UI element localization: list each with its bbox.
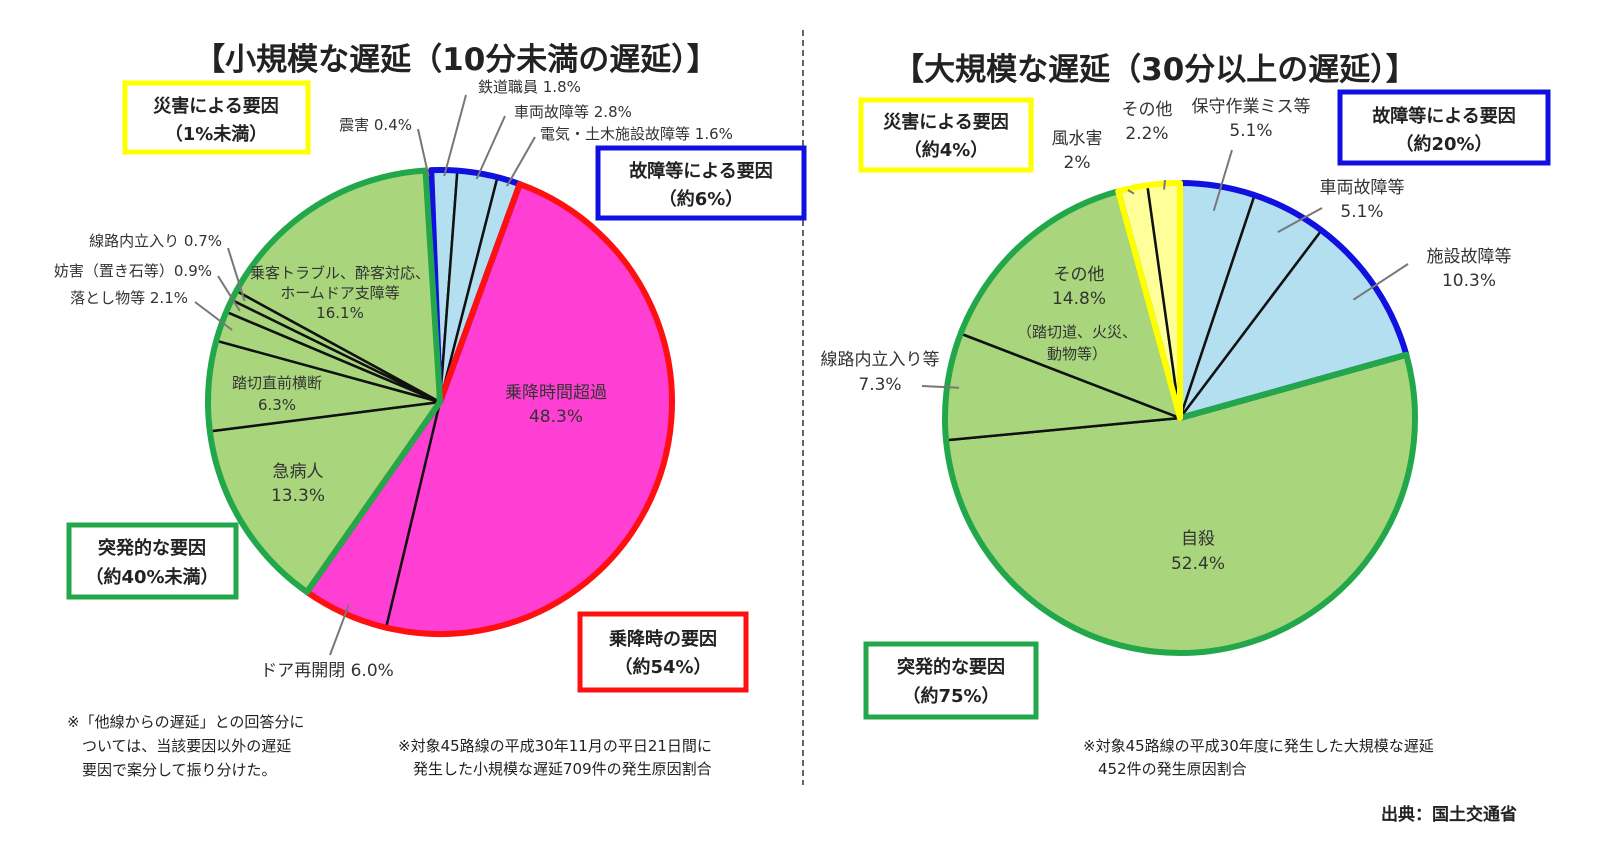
slice-label: 16.1%	[316, 304, 364, 322]
slice-label: 保守作業ミス等	[1192, 97, 1311, 117]
box-text: 災害による要因	[883, 111, 1008, 133]
leader-line	[1277, 207, 1323, 234]
right-note-line: ※対象45路線の平成30年度に発生した大規模な遅延	[1083, 737, 1434, 755]
left-note-line: 要因で案分して振り分けた。	[67, 761, 277, 779]
box-text: （1%未満）	[165, 123, 268, 145]
slice-label: 14.8%	[1052, 289, 1106, 309]
slice-label: その他	[1054, 265, 1105, 285]
box-text: （約20%）	[1395, 133, 1492, 155]
pie-group-border	[942, 188, 1419, 656]
slice-label: 妨害（置き石等）0.9%	[54, 262, 212, 280]
slice-label: 線路内立入り 0.7%	[89, 232, 222, 250]
slice-label: 2%	[1064, 153, 1091, 173]
left-title: 【小規模な遅延（10分未満の遅延）】	[194, 42, 718, 78]
slice-label: 2.2%	[1125, 124, 1168, 144]
right-box-sudden: 突発的な要因 （約75%）	[863, 641, 1039, 720]
left-note-line: 発生した小規模な遅延709件の発生原因割合	[398, 760, 712, 778]
left-note-line: ※「他線からの遅延」との回答分に	[67, 713, 304, 731]
slice-label: 13.3%	[271, 486, 325, 506]
box-text: （約4%）	[904, 139, 989, 161]
leader-line	[1127, 189, 1135, 195]
slice-label: 落とし物等 2.1%	[70, 289, 188, 307]
slice-label: 電気・土木施設故障等 1.6%	[540, 125, 733, 143]
leader-line	[194, 301, 233, 331]
slice-label: ホームドア支障等	[280, 284, 400, 302]
slice-label: ドア再開閉 6.0%	[260, 661, 394, 681]
pie-group-border	[1177, 180, 1410, 421]
slice-label: 風水害	[1052, 129, 1103, 149]
leader-line	[1212, 149, 1233, 212]
left-box-boarding: 乗降時の要因 （約54%）	[577, 611, 749, 693]
slice-label: 震害 0.4%	[339, 116, 412, 134]
leader-line	[217, 275, 241, 312]
slice-label: （踏切道、火災、	[1017, 323, 1137, 341]
source-credit: 出典：国土交通省	[1381, 804, 1517, 825]
left-note-line: ついては、当該要因以外の遅延	[67, 737, 291, 755]
leader-line	[1352, 263, 1409, 301]
slice-label: 車両故障等	[1320, 178, 1405, 198]
right-box-disaster: 災害による要因 （約4%）	[858, 97, 1034, 173]
slice-label: 乗降時間超過	[505, 383, 607, 403]
box-text: 乗降時の要因	[609, 628, 717, 650]
leader-line	[227, 247, 246, 302]
left-box-sudden: 突発的な要因 （約40%未満）	[66, 522, 239, 600]
slice-label: 施設故障等	[1427, 247, 1512, 267]
leader-line	[329, 604, 350, 656]
slice-label: 動物等）	[1047, 345, 1107, 363]
left-note-line: ※対象45路線の平成30年11月の平日21日間に	[398, 737, 712, 755]
left-slice-labels: 震害 0.4% 鉄道職員 1.8% 車両故障等 2.8% 電気・土木施設故障等 1.6…	[54, 78, 733, 681]
slice-label: 急病人	[273, 462, 324, 482]
slice-label: 5.1%	[1229, 121, 1272, 141]
box-text: 災害による要因	[153, 95, 278, 117]
right-pie	[942, 180, 1419, 656]
box-text: （約75%）	[902, 685, 999, 707]
right-note-line: 452件の発生原因割合	[1083, 760, 1247, 778]
leader-line	[1163, 179, 1166, 190]
leader-line	[443, 94, 467, 177]
box-text: 故障等による要因	[629, 160, 772, 182]
right-box-failure: 故障等による要因 （約20%）	[1337, 89, 1551, 166]
right-title: 【大規模な遅延（30分以上の遅延）】	[893, 52, 1417, 88]
slice-label: 48.3%	[529, 407, 583, 427]
slice-label: 5.1%	[1340, 202, 1383, 222]
pie-group-border	[303, 181, 675, 637]
slice-label: その他	[1122, 100, 1173, 120]
slice-label: 6.3%	[258, 396, 296, 414]
left-box-disaster: 災害による要因 （1%未満）	[122, 80, 311, 155]
box-text: （約6%）	[659, 188, 744, 210]
leader-line	[921, 385, 960, 389]
slice-label: 鉄道職員 1.8%	[478, 78, 581, 96]
slice-label: 10.3%	[1442, 271, 1496, 291]
slice-label: 52.4%	[1171, 554, 1225, 574]
slice-label: 踏切直前横断	[232, 374, 322, 392]
box-text: （約54%）	[614, 656, 711, 678]
box-text: 突発的な要因	[98, 537, 206, 559]
right-slice-labels: 保守作業ミス等 5.1% 車両故障等 5.1% 施設故障等 10.3% 自殺 52.4% 線路内…	[821, 97, 1512, 574]
leader-line	[506, 136, 536, 187]
slice-label: 自殺	[1181, 529, 1215, 549]
box-text: （約40%未満）	[85, 566, 218, 588]
pie-group-border	[1115, 180, 1183, 421]
box-text: 突発的な要因	[897, 656, 1005, 678]
left-box-failure: 故障等による要因 （約6%）	[595, 145, 807, 221]
slice-label: 7.3%	[858, 375, 901, 395]
pie-group-border	[205, 167, 443, 596]
leader-line	[417, 128, 430, 177]
slice-label: 線路内立入り等	[821, 350, 940, 370]
box-text: 故障等による要因	[1372, 105, 1515, 127]
slice-label: 車両故障等 2.8%	[514, 103, 632, 121]
leader-line	[475, 115, 506, 180]
slice-label: 乗客トラブル、酔客対応、	[250, 264, 430, 282]
